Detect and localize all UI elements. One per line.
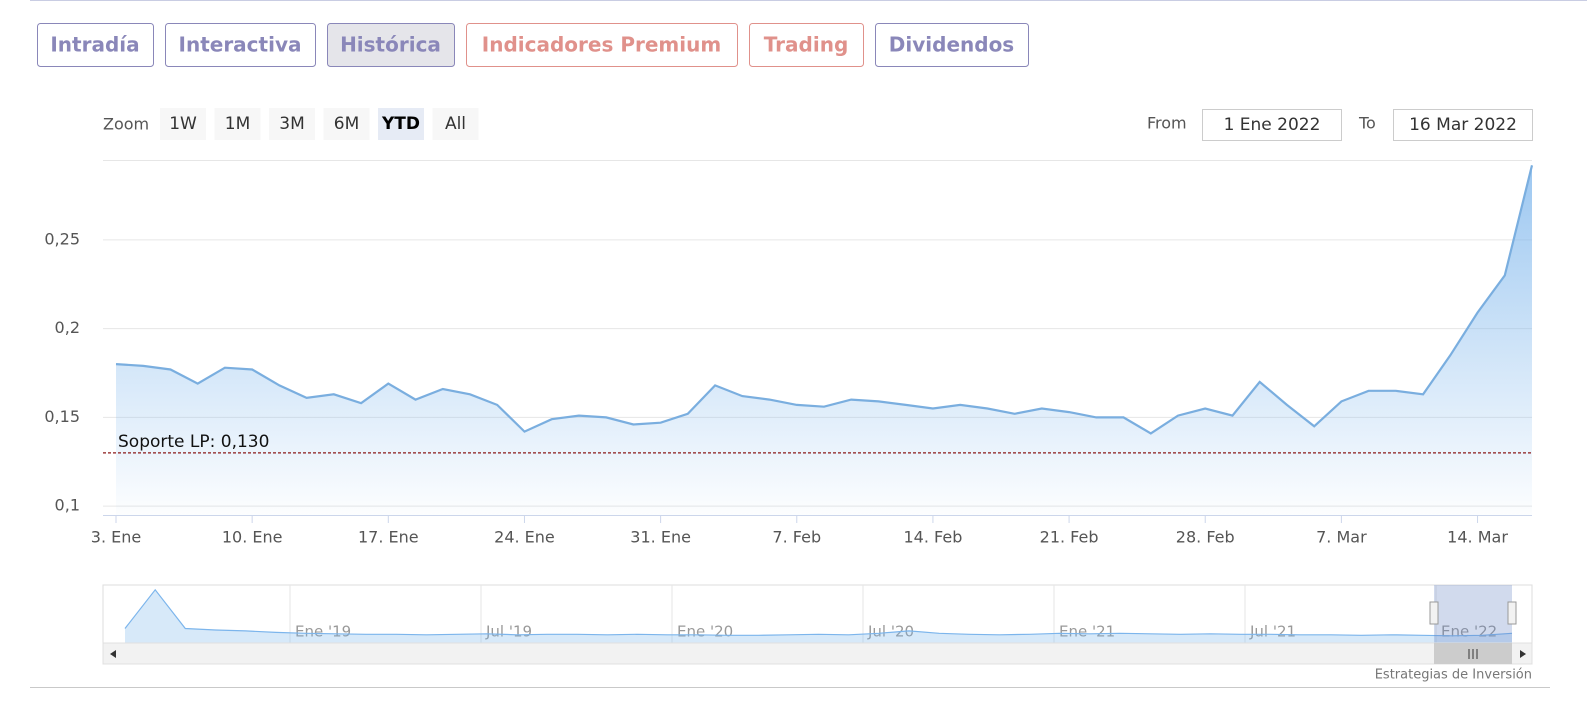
zoom-button-label[interactable]: 1M [225,114,250,134]
zoom-button-label[interactable]: 1W [169,114,197,134]
navigator-handle[interactable] [1507,601,1517,625]
tab-button[interactable] [165,23,316,67]
x-tick-label: 31. Ene [630,528,691,547]
tab-button[interactable] [875,23,1029,67]
to-input[interactable] [1393,109,1533,141]
x-tick-label: 7. Feb [772,528,821,547]
navigator-label: Ene '21 [1059,623,1115,641]
scrollbar-left[interactable] [110,650,116,658]
zoom-button-label[interactable]: All [445,114,466,134]
x-tick-label: 14. Feb [903,528,962,547]
x-tick-label: 3. Ene [91,528,141,547]
zoom-label: Zoom [103,115,149,134]
area-fill [116,165,1532,516]
navigator-label: Jul '21 [1249,623,1296,641]
x-tick-label: 21. Feb [1040,528,1099,547]
zoom-button[interactable] [214,108,261,140]
zoom-button-label[interactable]: YTD [381,114,420,134]
from-value[interactable]: 1 Ene 2022 [1224,115,1321,135]
zoom-button-label[interactable]: 3M [279,114,304,134]
from-label: From [1147,114,1187,133]
zoom-button-label[interactable]: 6M [334,114,359,134]
tab-label[interactable]: Histórica [340,33,441,57]
zoom-button[interactable] [432,108,479,140]
support-label: Soporte LP: 0,130 [118,432,269,452]
navigator-label: Jul '19 [485,623,532,641]
zoom-button[interactable] [323,108,370,140]
tab-label[interactable]: Intradía [50,33,139,57]
zoom-button[interactable] [378,108,424,140]
y-tick-label: 0,25 [44,229,80,248]
zoom-button[interactable] [160,108,206,140]
tab-button[interactable] [749,23,864,67]
to-label: To [1358,114,1376,133]
navigator-mask [1434,585,1512,643]
scrollbar-track [102,642,1533,665]
navigator-handle[interactable] [1429,601,1439,625]
scrollbar-grip [1468,649,1478,659]
navigator-label: Ene '20 [677,623,733,641]
tab-button[interactable] [327,23,455,67]
x-tick-label: 24. Ene [494,528,555,547]
x-tick-label: 10. Ene [222,528,283,547]
tab-button[interactable] [37,23,154,67]
tab-label[interactable]: Dividendos [889,33,1014,57]
zoom-button[interactable] [269,108,315,140]
x-tick-label: 14. Mar [1447,528,1508,547]
y-tick-label: 0,1 [55,496,80,515]
navigator-area [125,589,1512,643]
x-tick-label: 28. Feb [1176,528,1235,547]
tab-label[interactable]: Indicadores Premium [482,33,721,57]
navigator-label: Jul '20 [867,623,914,641]
tab-label[interactable]: Interactiva [179,33,302,57]
x-tick-label: 7. Mar [1316,528,1367,547]
credit: Estrategias de Inversión [1375,668,1532,683]
tab-button[interactable] [466,23,738,67]
line [115,165,1534,435]
x-tick-label: 17. Ene [358,528,419,547]
tab-label[interactable]: Trading [764,33,849,57]
from-input[interactable] [1202,109,1342,141]
navigator-label: Ene '19 [295,623,351,641]
navigator-line [124,588,1513,637]
y-tick-label: 0,15 [44,407,80,426]
to-value[interactable]: 16 Mar 2022 [1409,115,1517,135]
y-tick-label: 0,2 [55,318,80,337]
scrollbar-right[interactable] [1520,650,1526,658]
